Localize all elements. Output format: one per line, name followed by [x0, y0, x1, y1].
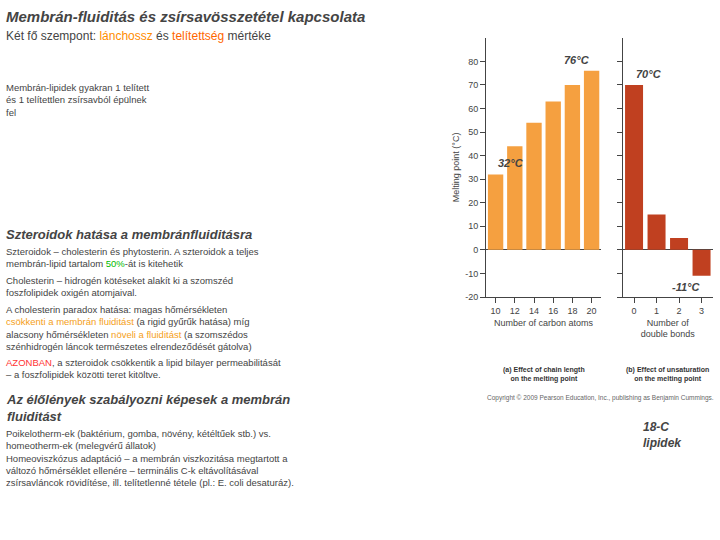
svg-text:Az élőlények szabályozni képes: Az élőlények szabályozni képesek a membr… [6, 392, 290, 424]
svg-text:40: 40 [468, 151, 478, 161]
svg-text:10: 10 [491, 306, 501, 316]
svg-text:Membrán-fluiditás és zsírsavös: Membrán-fluiditás és zsírsavösszetétel k… [6, 8, 365, 25]
svg-text:-11°C: -11°C [672, 281, 700, 293]
svg-text:80: 80 [468, 57, 478, 67]
svg-text:16: 16 [548, 306, 558, 316]
svg-text:3: 3 [699, 306, 704, 316]
svg-text:14: 14 [529, 306, 539, 316]
svg-text:Poikelotherm-ek (baktérium, go: Poikelotherm-ek (baktérium, gomba, növén… [6, 428, 294, 488]
svg-text:20: 20 [468, 198, 478, 208]
svg-text:32°C: 32°C [498, 157, 524, 169]
svg-text:2: 2 [677, 306, 682, 316]
svg-text:60: 60 [468, 104, 478, 114]
svg-text:0: 0 [632, 306, 637, 316]
svg-text:70°C: 70°C [636, 68, 662, 80]
svg-text:(a) Effect of chain lengthon t: (a) Effect of chain lengthon the melting… [503, 366, 585, 383]
svg-text:18: 18 [567, 306, 577, 316]
svg-text:Number ofdouble bonds: Number ofdouble bonds [641, 318, 696, 340]
svg-text:AZONBAN, a szteroidok csökkent: AZONBAN, a szteroidok csökkentik a lipid… [6, 357, 281, 380]
svg-text:10: 10 [468, 221, 478, 231]
svg-text:Szteroidok – cholesterin és ph: Szteroidok – cholesterin és phytosterin.… [6, 246, 259, 269]
svg-text:Number of carbon atoms: Number of carbon atoms [494, 318, 594, 328]
svg-text:Cholesterin – hidrogén kötések: Cholesterin – hidrogén kötéseket alakít … [6, 275, 233, 298]
svg-text:1: 1 [654, 306, 659, 316]
svg-text:70: 70 [468, 80, 478, 90]
svg-text:A cholesterin paradox hatása:: A cholesterin paradox hatása: magas hőmé… [6, 304, 252, 352]
svg-text:Két fő szempont: lánchossz és: Két fő szempont: lánchossz és telítettsé… [6, 29, 271, 43]
svg-text:Copyright © 2009 Pearson Educa: Copyright © 2009 Pearson Education, Inc.… [487, 394, 714, 402]
svg-text:(b) Effect of unsaturationon t: (b) Effect of unsaturationon the melting… [626, 366, 709, 383]
svg-text:Membrán-lipidek gyakran 1 telí: Membrán-lipidek gyakran 1 telítettés 1 t… [6, 82, 149, 118]
svg-text:12: 12 [510, 306, 520, 316]
svg-text:76°C: 76°C [564, 54, 590, 66]
svg-text:Szteroidok hatása a membránflu: Szteroidok hatása a membránfluiditásra [6, 227, 252, 242]
svg-text:Melting point (°C): Melting point (°C) [451, 133, 461, 203]
svg-text:0: 0 [473, 245, 478, 255]
svg-text:-10: -10 [465, 269, 478, 279]
svg-text:-20: -20 [465, 292, 478, 302]
svg-text:50: 50 [468, 127, 478, 137]
svg-text:30: 30 [468, 174, 478, 184]
svg-text:18-Clipidek: 18-Clipidek [643, 420, 682, 450]
svg-text:20: 20 [587, 306, 597, 316]
